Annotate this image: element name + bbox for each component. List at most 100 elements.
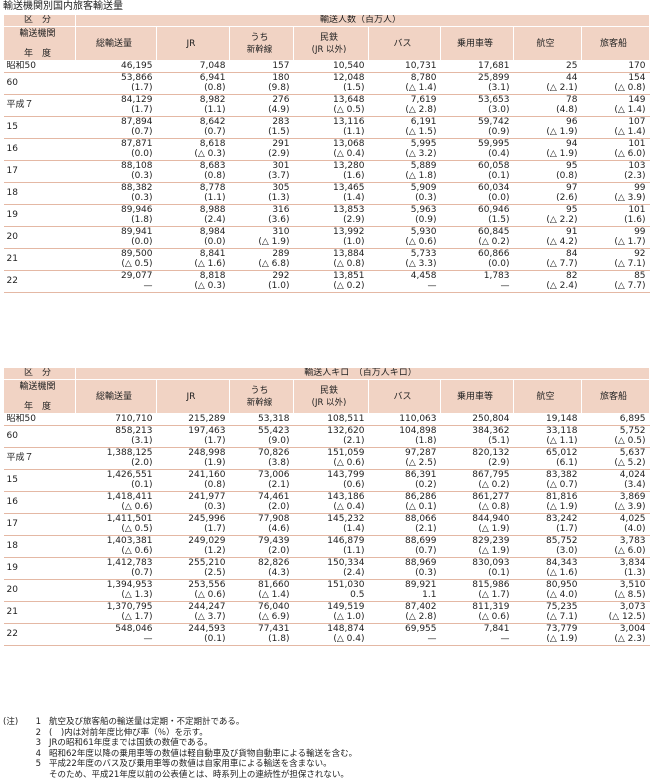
year-label: 16 (3, 138, 76, 161)
value-cell: 107 (628, 116, 646, 127)
value-cell: 197,463 (188, 425, 226, 436)
table-row: 15 1,426,551 241,160 73,006 143,799 86,391 867… (3, 469, 650, 492)
value-cell: 301 (272, 160, 290, 171)
value-cell: 83,382 (546, 469, 578, 480)
table-row-change: (0.3) (1.1) (1.3) (1.4) (0.3) (0.0) (2.6) (△ 3.… (4, 193, 650, 205)
table-row: 平成７ 84,129 8,982 276 13,648 7,619 53,653 78 149 (3, 94, 650, 117)
note-prefix (3, 770, 25, 781)
col-bus-header: バス (368, 379, 441, 414)
value-cell: 60,034 (478, 182, 510, 193)
col-air-header: 航空 (513, 26, 582, 61)
change-cell: (△ 0.3) (156, 281, 230, 293)
change-cell: (0.2) (368, 480, 441, 492)
change-cell: (2.9) (229, 149, 294, 161)
value-cell: 101 (628, 138, 646, 149)
note-line: そのため、平成21年度以前の公表値とは、時系列上の連続性が担保されない。 (3, 770, 357, 781)
note-prefix (3, 728, 25, 739)
change-cell: 0.5 (293, 590, 369, 602)
change-cell: (2.1) (293, 436, 369, 448)
change-cell: (2.1) (229, 480, 294, 492)
value-cell: 241,160 (188, 469, 226, 480)
value-cell: 13,992 (333, 226, 365, 237)
value-cell: 8,818 (199, 270, 226, 281)
note-text: JRの昭和61年度までは国鉄の数値である。 (49, 738, 213, 748)
value-cell: 858,213 (115, 425, 153, 436)
value-cell: 7,619 (410, 94, 437, 105)
change-cell: (△ 5.2) (581, 458, 650, 470)
change-cell: (2.0) (229, 546, 294, 558)
change-cell: (1.5) (440, 215, 514, 227)
change-cell: (0.8) (156, 171, 230, 183)
value-cell: 108,511 (293, 413, 369, 426)
col-air-header: 航空 (513, 379, 582, 414)
change-cell: — (75, 634, 157, 646)
change-cell: (△ 4.0) (513, 590, 582, 602)
change-cell: (△ 0.8) (581, 83, 650, 95)
mode-year-header: 輸送機関 年 度 (3, 379, 76, 414)
value-cell: 60,058 (478, 160, 510, 171)
note-prefix (3, 749, 25, 760)
change-cell: (△ 1.7) (75, 612, 157, 624)
value-cell: 3,510 (619, 579, 646, 590)
year-label: 22 (3, 623, 76, 646)
value-cell: 292 (272, 270, 290, 281)
year-label: 22 (3, 270, 76, 293)
table-row: 60 53,866 6,941 180 12,048 8,780 25,899 44 154 (3, 72, 650, 95)
change-cell: (1.3) (581, 568, 650, 580)
change-cell: (△ 8.5) (581, 590, 650, 602)
value-cell: 91 (566, 226, 578, 237)
value-cell: 92 (634, 248, 646, 259)
change-cell: (△ 12.5) (581, 612, 650, 624)
change-cell: — (368, 634, 441, 646)
value-cell: 94 (566, 138, 578, 149)
value-cell: 5,995 (410, 138, 437, 149)
change-cell: (△ 2.3) (581, 634, 650, 646)
note-number (25, 770, 49, 781)
value-cell: 69,955 (405, 623, 437, 634)
value-cell: 548,046 (115, 623, 153, 634)
change-cell: (△ 3.3) (368, 259, 441, 271)
change-cell: (3.6) (229, 215, 294, 227)
mode-header: 輸送機関 (19, 381, 56, 392)
value-cell: 46,195 (75, 60, 157, 73)
value-cell: 170 (581, 60, 650, 73)
change-cell: (△ 1.9) (513, 127, 582, 139)
value-cell: 148,874 (327, 623, 365, 634)
change-cell: (3.0) (513, 546, 582, 558)
value-cell: 29,077 (121, 270, 153, 281)
year-label: 19 (3, 204, 76, 227)
value-cell: 8,642 (199, 116, 226, 127)
change-cell: (△ 0.5) (581, 436, 650, 448)
value-cell: 815,986 (472, 579, 510, 590)
table-row-change: (1.8) (2.4) (3.6) (2.9) (0.9) (1.5) (△ 2.2) (1.… (4, 215, 650, 227)
unit-header: 輸送人数（百万人） (74, 14, 651, 27)
value-cell: 150,334 (327, 557, 365, 568)
value-cell: 95 (566, 204, 578, 215)
change-cell: (1.7) (75, 105, 157, 117)
table-row: 16 1,418,411 241,977 74,461 143,186 86,286 861… (3, 491, 650, 514)
value-cell: 77,431 (258, 623, 290, 634)
change-cell: (2.6) (513, 193, 582, 205)
value-cell: 1,418,411 (106, 491, 153, 502)
value-cell: 5,637 (619, 447, 646, 458)
change-cell: (△ 0.2) (440, 237, 514, 249)
value-cell: 73,006 (258, 469, 290, 480)
change-cell: (2.1) (368, 524, 441, 536)
change-cell: (2.5) (156, 568, 230, 580)
change-cell: (3.7) (229, 171, 294, 183)
value-cell: 88,108 (121, 160, 153, 171)
table-row-change: (0.0) (△ 0.3) (2.9) (△ 0.4) (△ 3.2) (0.4) (△ 1… (4, 149, 650, 161)
table-row: 17 88,108 8,683 301 13,280 5,889 60,058 95 103 (3, 160, 650, 183)
table-row: 昭和50 46,195 7,048 157 10,540 10,731 17,681 25 17… (3, 60, 650, 73)
value-cell: 17,681 (440, 60, 514, 73)
change-cell: (0.7) (156, 127, 230, 139)
value-cell: 77,908 (258, 513, 290, 524)
change-cell: (△ 1.3) (75, 590, 157, 602)
value-cell: 85 (634, 270, 646, 281)
col-ship-header: 旅客船 (580, 26, 651, 61)
change-cell: (△ 3.9) (581, 193, 650, 205)
value-cell: 84,129 (121, 94, 153, 105)
value-cell: 19,148 (513, 413, 582, 426)
change-cell: (1.0) (293, 237, 369, 249)
